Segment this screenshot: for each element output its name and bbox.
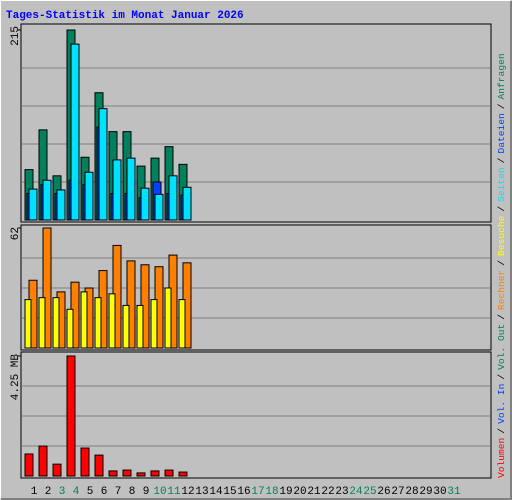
bar [182,186,192,221]
bar [126,260,136,349]
bar [178,299,186,349]
bar [136,472,146,477]
x-tick-label: 26 [377,486,390,498]
bar [140,187,150,221]
bar [108,293,116,349]
x-tick-label: 17 [251,486,264,498]
bar [94,297,102,349]
x-tick-label: 31 [447,486,461,498]
x-tick-label: 19 [279,486,292,498]
bar [164,469,174,477]
legend-entry: Volumen [496,438,507,478]
bar [56,189,66,221]
legend-entry: Anfragen [496,53,507,99]
legend-separator: / [496,428,507,434]
bar [66,355,76,477]
x-tick-label: 18 [265,486,278,498]
x-tick-label: 28 [405,486,418,498]
bar [178,471,188,477]
x-tick-label: 23 [335,486,348,498]
x-tick-label: 27 [391,486,404,498]
bar [168,175,178,221]
x-tick-label: 6 [101,486,108,498]
bar [52,463,62,477]
bar [164,287,172,349]
x-tick-label: 2 [45,486,52,498]
legend-entry: Vol. Out [496,324,507,370]
legend-entry: Besuche [496,215,507,256]
x-tick-label: 12 [181,486,194,498]
bar [66,308,74,349]
legend-entry: Vol. In [496,384,507,424]
legend-entry: Rechner [496,270,507,310]
bar [108,470,118,477]
bar [98,108,108,221]
y-tick-label: 215 [10,26,22,46]
y-tick-label: 62 [10,227,22,240]
bar [80,291,88,349]
x-tick-label: 30 [433,486,446,498]
x-tick-label: 1 [31,486,38,498]
x-tick-label: 10 [153,486,166,498]
y-tick-label: 4.25 MB [10,354,22,401]
bar [28,188,38,221]
x-tick-label: 8 [129,486,136,498]
bar [122,469,132,477]
x-tick-label: 3 [59,486,66,498]
legend-separator: / [496,260,507,266]
x-tick-label: 20 [293,486,306,498]
x-tick-label: 14 [209,486,223,498]
bar [154,193,164,221]
bar [42,227,52,349]
bar [24,299,32,349]
legend-separator: / [496,374,507,380]
x-tick-label: 15 [223,486,236,498]
legend-entry: Dateien [496,113,507,153]
bar [112,159,122,221]
x-tick-label: 21 [307,486,321,498]
bar [122,304,130,349]
bar [70,43,80,221]
bar [150,470,160,477]
legend-separator: / [496,314,507,320]
legend: Volumen / Vol. In / Vol. Out / Rechner / Besuche… [496,53,507,478]
chart-title: Tages-Statistik im Monat Januar 2026 [6,10,244,22]
legend-entry: Seiten [496,167,507,202]
bar [80,447,90,477]
legend-separator: / [496,157,507,163]
bar [38,297,46,349]
bar [94,454,104,477]
x-tick-label: 7 [115,486,122,498]
x-tick-label: 4 [73,486,80,498]
bar [42,179,52,221]
bar [136,304,144,349]
bar [38,445,48,477]
x-tick-label: 16 [237,486,250,498]
bar [150,299,158,349]
bar [84,171,94,221]
x-tick-label: 25 [363,486,376,498]
bar [52,297,60,349]
bar [24,453,34,477]
panel [20,351,492,479]
legend-separator: / [496,206,507,212]
x-tick-label: 9 [143,486,150,498]
x-tick-label: 5 [87,486,94,498]
bar [126,157,136,221]
x-tick-label: 29 [419,486,432,498]
x-tick-label: 13 [195,486,208,498]
x-tick-label: 24 [349,486,363,498]
x-tick-label: 22 [321,486,334,498]
x-tick-label: 11 [167,486,181,498]
legend-separator: / [496,103,507,109]
